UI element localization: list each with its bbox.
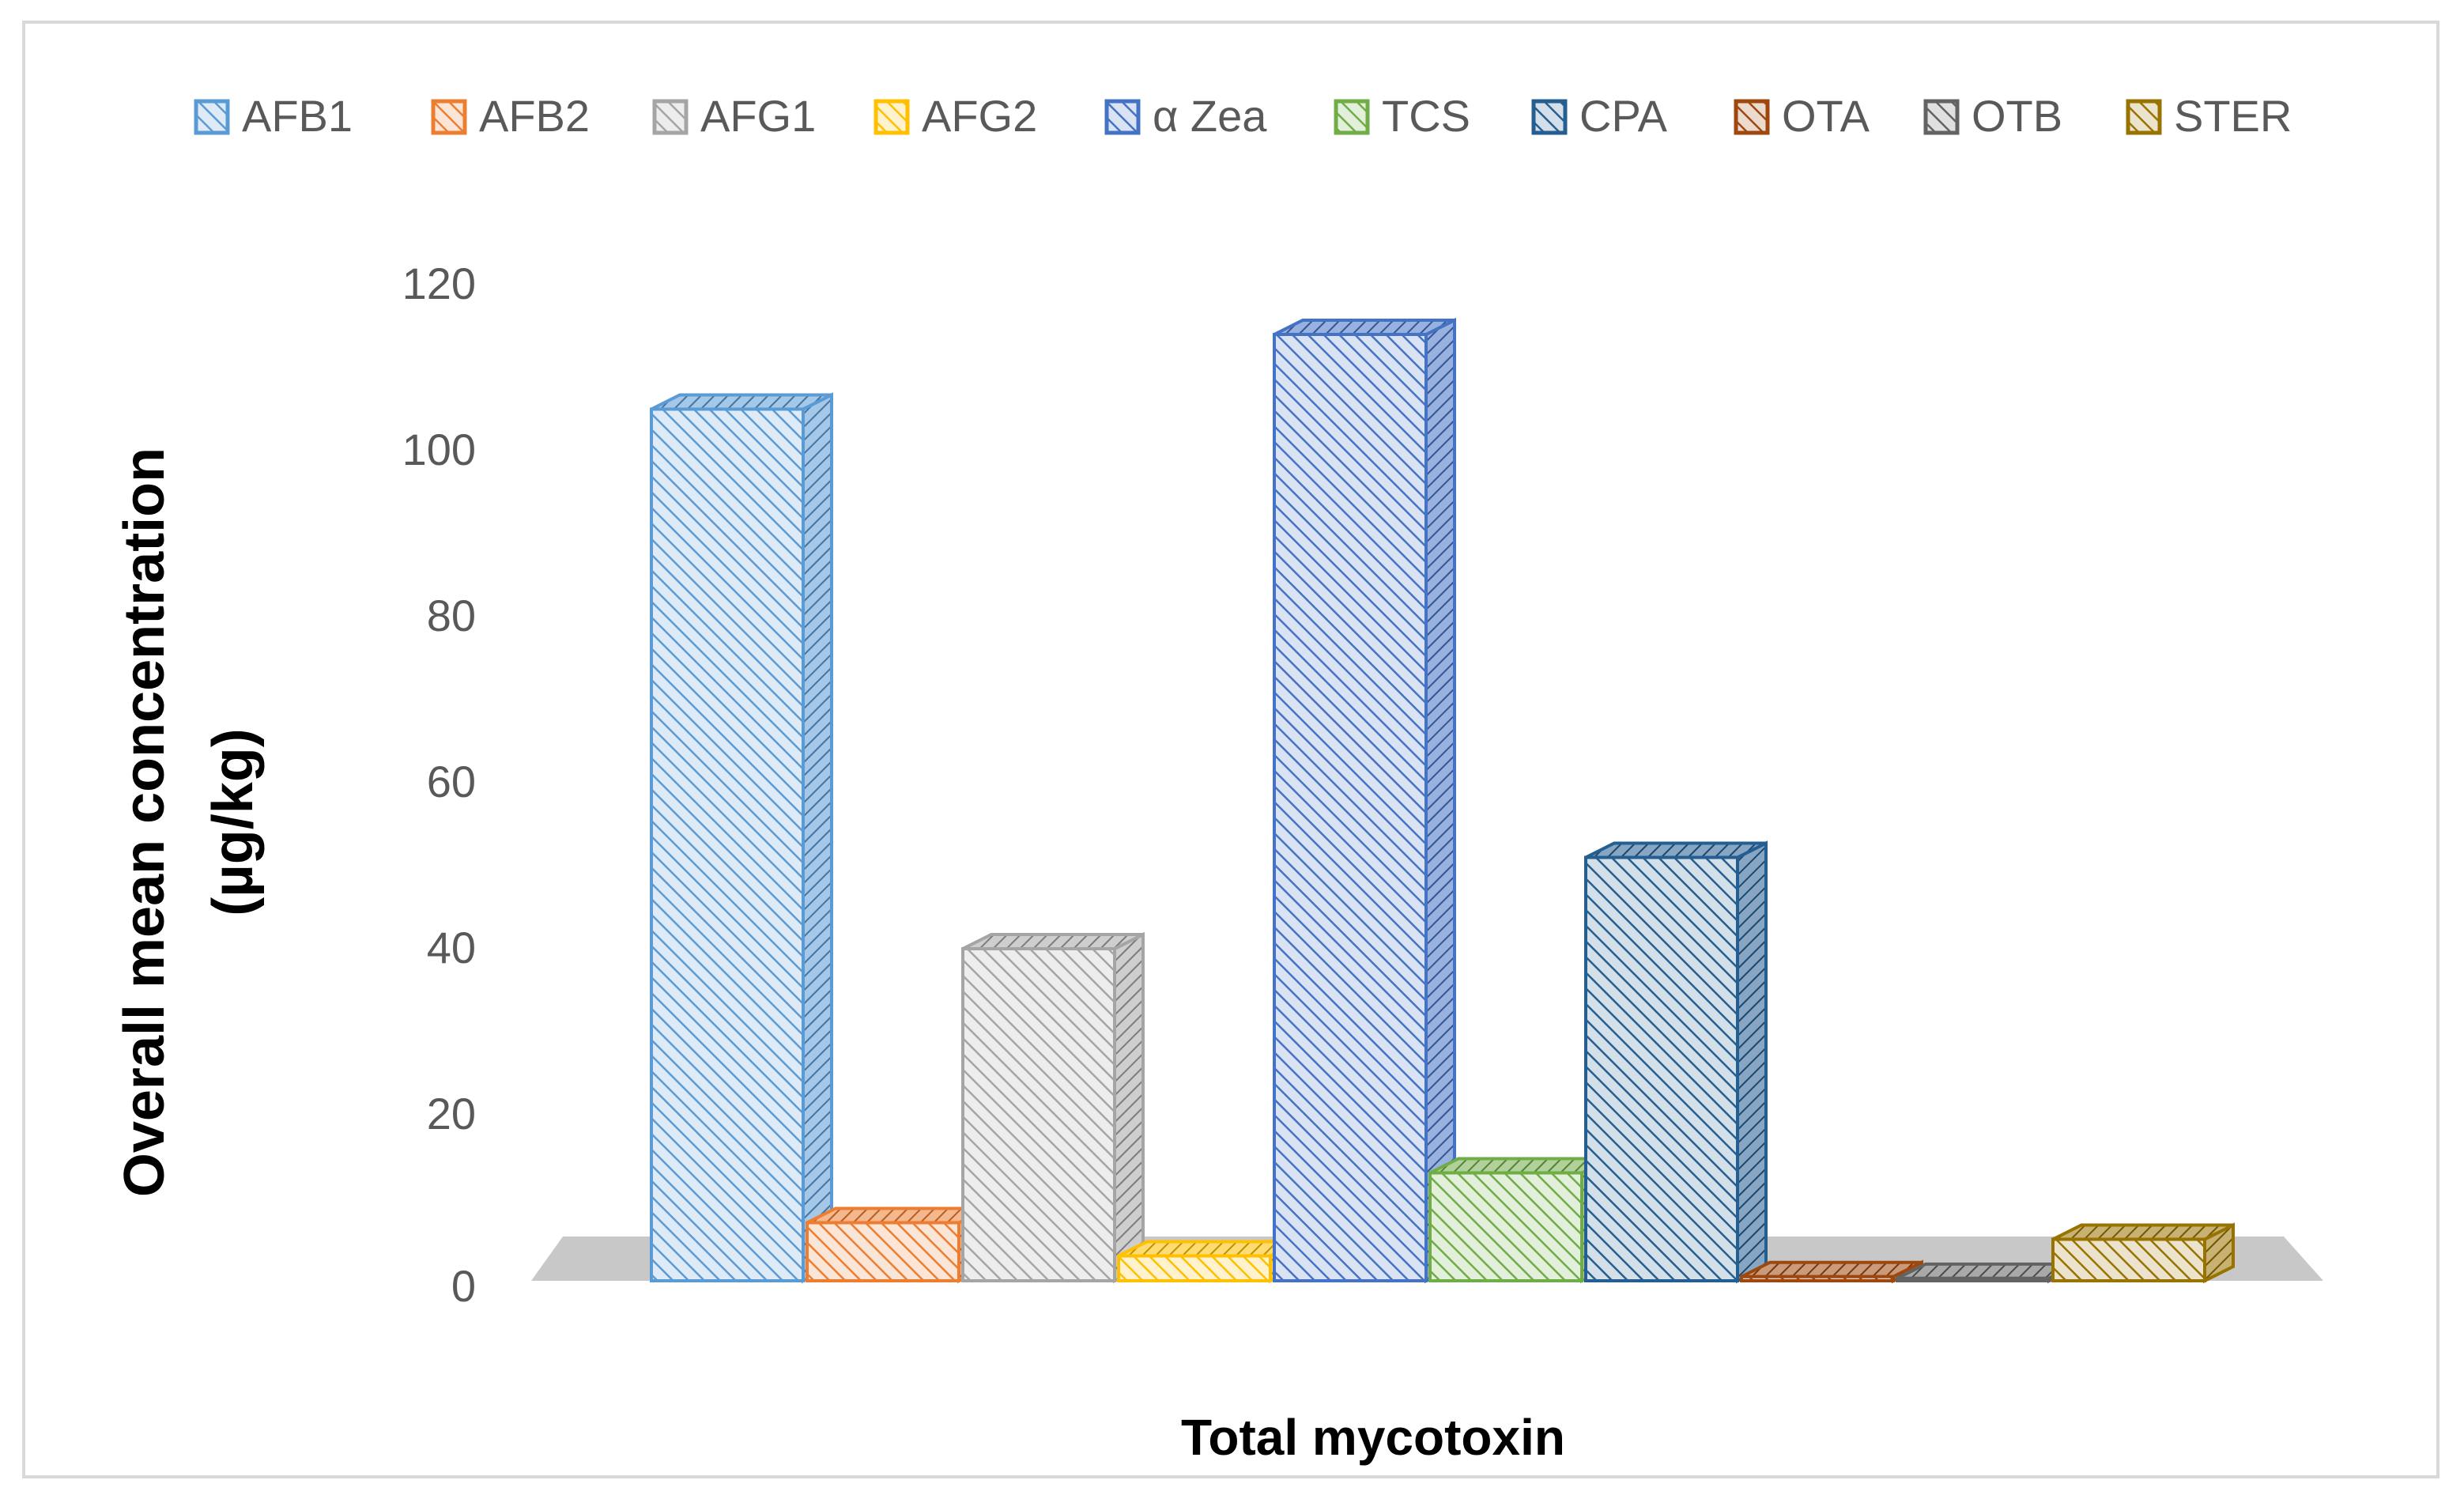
bar-top-face (1429, 1157, 1611, 1175)
bar-front-face (650, 407, 805, 1282)
y-tick-label: 120 (402, 259, 476, 308)
legend-item-ster: STER (2126, 91, 2292, 141)
bar-otb (1896, 1261, 2079, 1284)
chart-frame: AFB1 AFB2 AFG1 AFG2 α Zea TCS CPA OTA OTB STER 0 2… (22, 21, 2439, 1478)
bar-front-face (1273, 333, 1428, 1282)
legend-label: AFG2 (922, 91, 1037, 141)
bar-ster (2051, 1222, 2235, 1284)
legend-swatch (874, 99, 910, 135)
legend-swatch (1923, 99, 1960, 135)
y-axis-title: Overall mean concentration (µg/kg) (113, 447, 265, 1197)
y-tick-label: 80 (427, 591, 476, 640)
bar-top-face (651, 393, 832, 411)
legend-swatch (1104, 99, 1141, 135)
legend-label: AFB1 (242, 91, 353, 141)
bar-top-face (1896, 1262, 2078, 1280)
legend-label: α Zea (1153, 91, 1267, 141)
bar-afb2 (806, 1206, 989, 1284)
bar-side-face (802, 392, 833, 1284)
x-axis-title: Total mycotoxin (1181, 1409, 1565, 1466)
bar-top-face (1274, 319, 1455, 336)
legend-item-ota: OTA (1734, 91, 1870, 141)
legend-label: OTB (1972, 91, 2062, 141)
legend-label: STER (2174, 91, 2292, 141)
bar-top-face (1585, 841, 1767, 859)
bar-front-face (2051, 1237, 2206, 1282)
chart-svg: AFB1 AFB2 AFG1 AFG2 α Zea TCS CPA OTA OTB STER 0 2… (113, 91, 2323, 1466)
bar-front-face (1117, 1254, 1272, 1282)
legend-item-otb: OTB (1923, 91, 2062, 141)
y-axis-title-line: Overall mean concentration (113, 447, 176, 1197)
legend-swatch (194, 99, 230, 135)
legend-swatch (652, 99, 689, 135)
legend-label: AFB2 (479, 91, 590, 141)
legend-swatch (431, 99, 467, 135)
bar-side-face (1113, 931, 1145, 1284)
bar-front-face (1428, 1171, 1583, 1282)
bar-top-face (1741, 1260, 1923, 1278)
bar-front-face (1584, 855, 1739, 1282)
legend-label: AFG1 (700, 91, 816, 141)
bar-afg1 (961, 931, 1145, 1284)
bar-front-face (1896, 1276, 2051, 1282)
y-tick-label: 40 (427, 923, 476, 972)
bar-front-face (961, 947, 1116, 1282)
legend-item-zea: α Zea (1104, 91, 1267, 141)
legend-label: OTA (1782, 91, 1870, 141)
bar-ota (1740, 1259, 1923, 1284)
legend-item-afb1: AFB1 (194, 91, 353, 141)
y-axis: 0 20 40 60 80 100 120 (402, 259, 476, 1311)
bar-cpa (1584, 840, 1768, 1284)
legend-item-cpa: CPA (1531, 91, 1668, 141)
bars (650, 317, 2235, 1284)
y-tick-label: 20 (427, 1089, 476, 1138)
bar-top-face (962, 933, 1144, 950)
legend-item-afb2: AFB2 (431, 91, 590, 141)
y-axis-title-line: (µg/kg) (202, 728, 265, 916)
y-tick-label: 100 (402, 425, 476, 474)
bar-top-face (1118, 1240, 1300, 1258)
legend: AFB1 AFB2 AFG1 AFG2 α Zea TCS CPA OTA OTB STER (194, 91, 2292, 141)
bar-tcs (1428, 1156, 1612, 1284)
legend-item-afg1: AFG1 (652, 91, 816, 141)
bar-front-face (1740, 1274, 1895, 1282)
legend-swatch (2126, 99, 2162, 135)
legend-item-afg2: AFG2 (874, 91, 1037, 141)
bar-top-face (2052, 1223, 2234, 1241)
bar-afg2 (1117, 1239, 1300, 1284)
legend-swatch (1531, 99, 1568, 135)
bar-front-face (806, 1221, 960, 1282)
legend-label: TCS (1382, 91, 1470, 141)
bar-side-face (1424, 317, 1456, 1284)
bar-top-face (806, 1206, 988, 1225)
bar-side-face (1736, 840, 1768, 1284)
legend-swatch (1734, 99, 1770, 135)
bar-afb1 (650, 392, 833, 1284)
y-tick-label: 60 (427, 757, 476, 806)
bar-zea (1273, 317, 1456, 1284)
legend-label: CPA (1579, 91, 1668, 141)
legend-swatch (1334, 99, 1370, 135)
y-tick-label: 0 (451, 1261, 476, 1311)
legend-item-tcs: TCS (1334, 91, 1470, 141)
